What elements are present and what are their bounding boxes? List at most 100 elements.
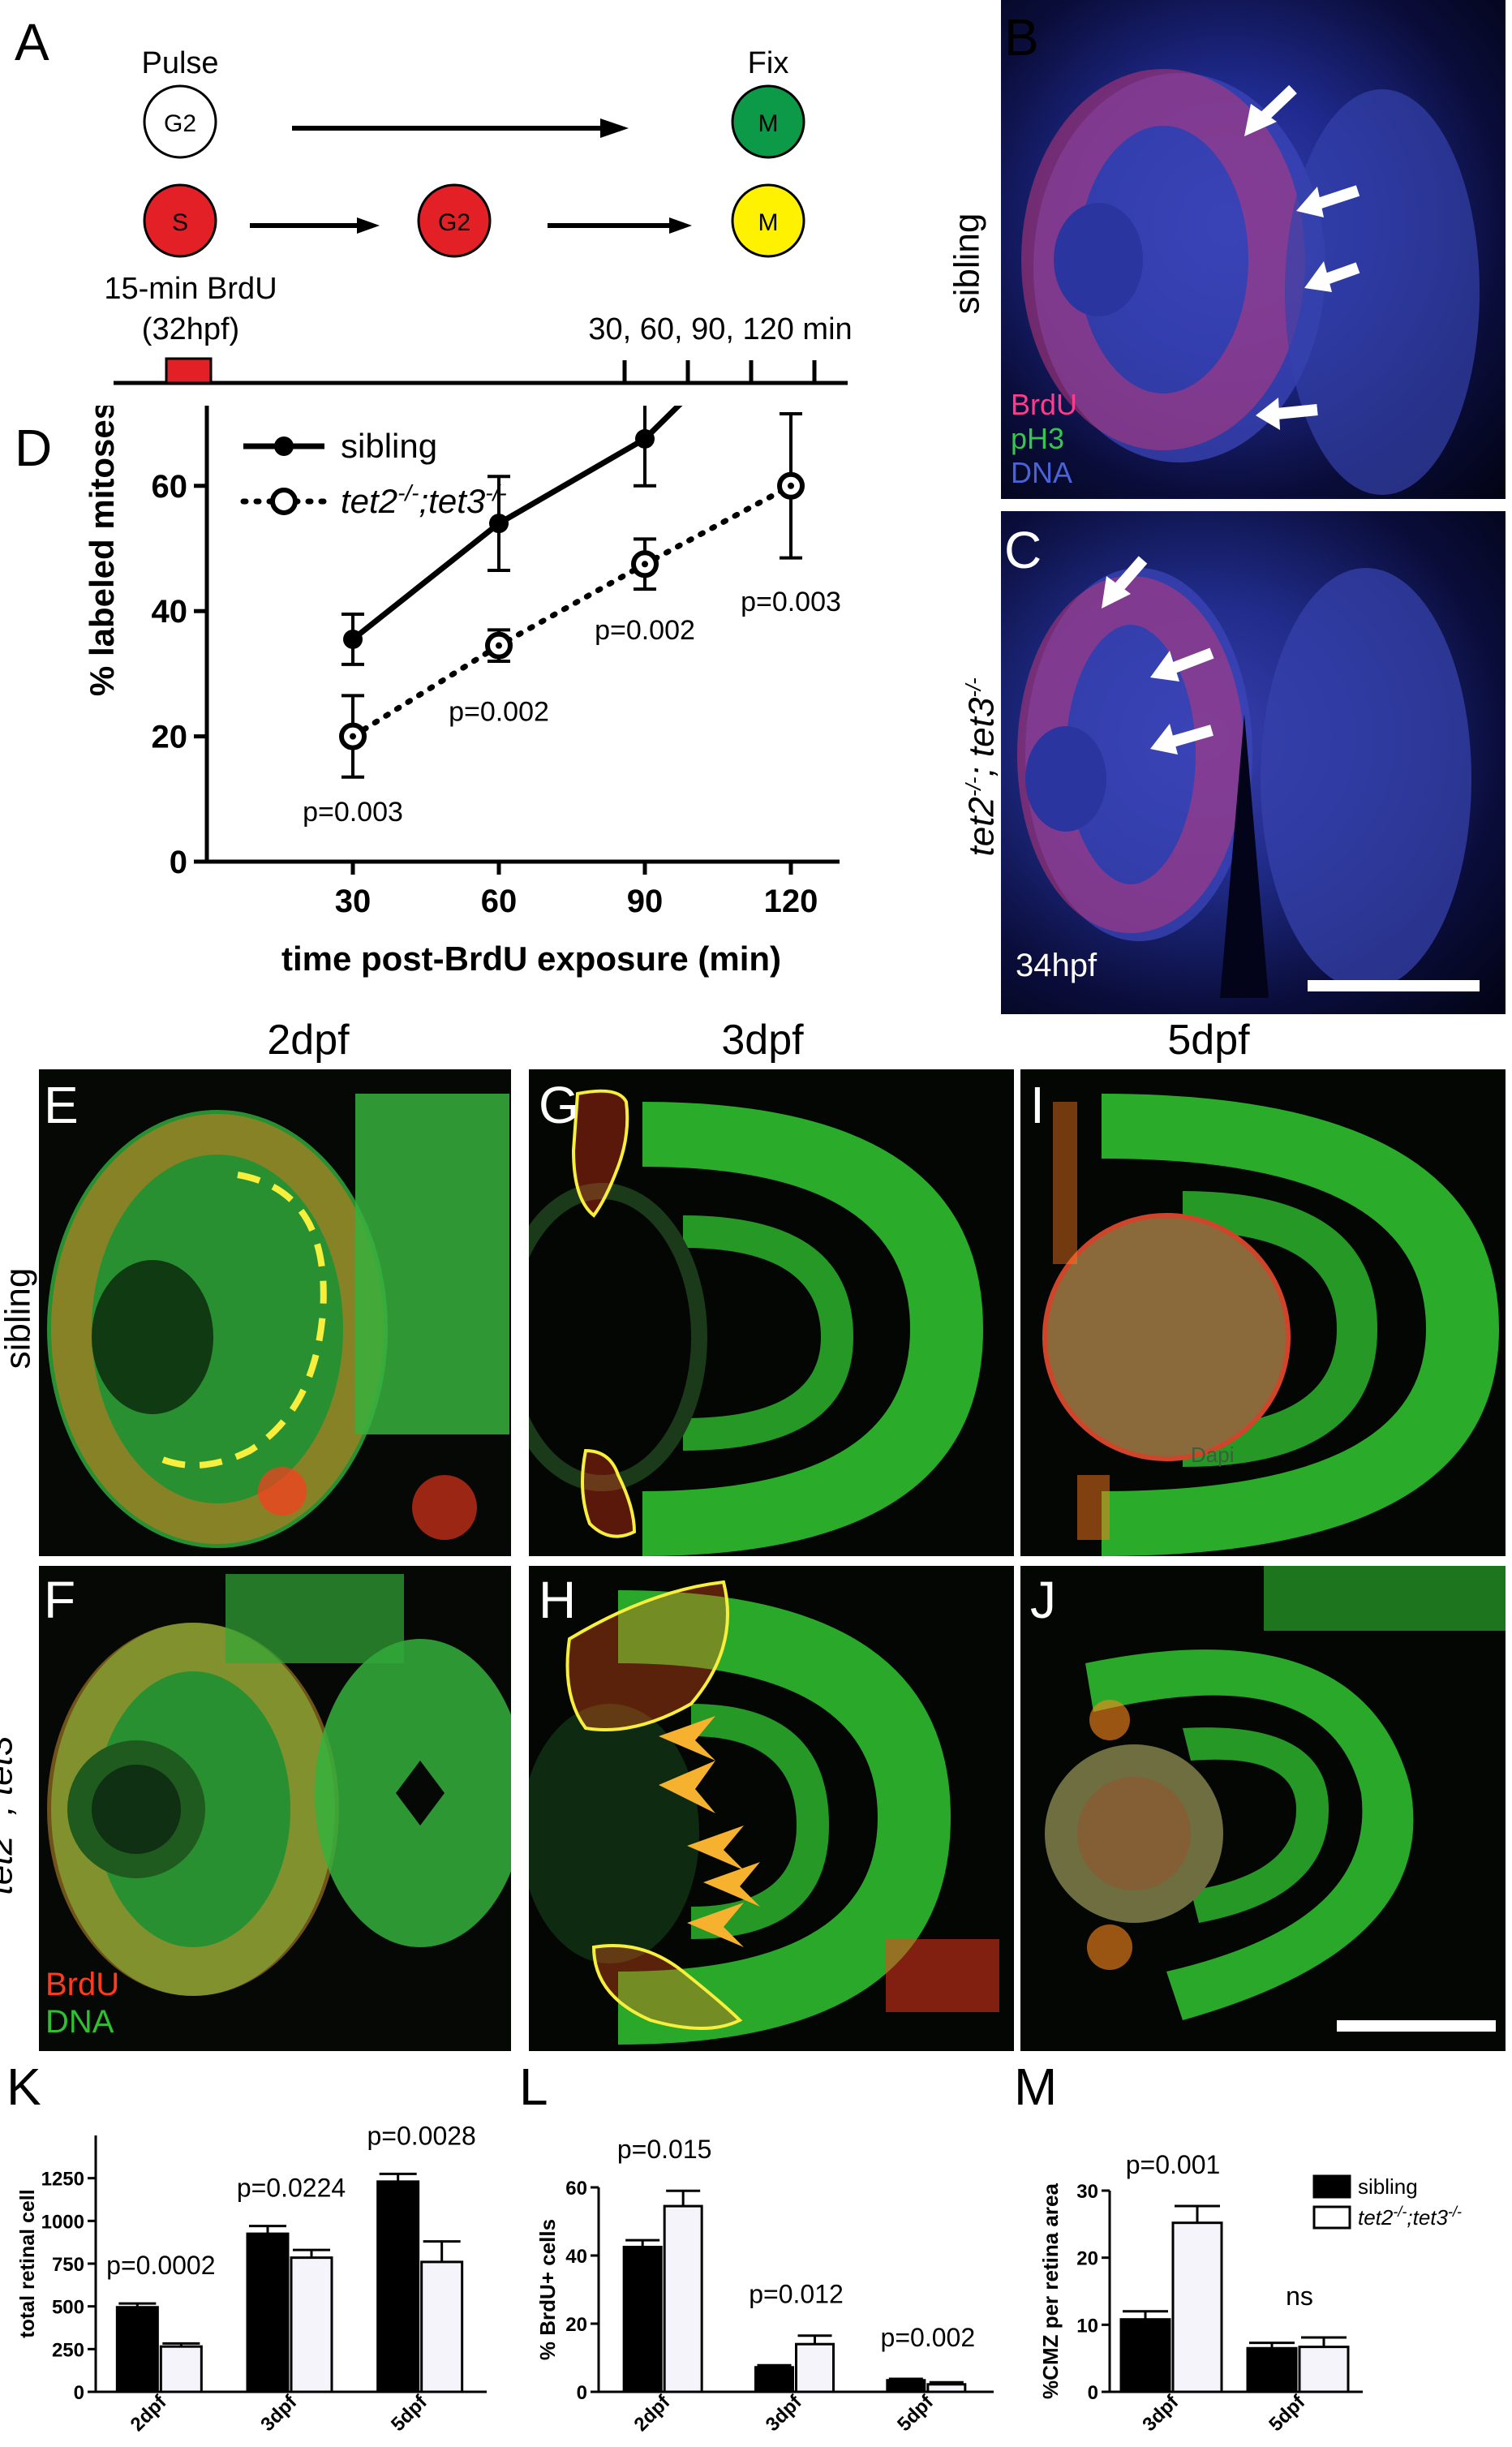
d-ytick-label: 0 [170,845,187,880]
m-circle-yellow [731,183,805,258]
mutant-sup2: -/- [960,677,986,698]
micrograph-h-art [529,1580,999,2045]
M-bar-mutant [1171,2221,1223,2393]
legend-brdu-f: BrdU [45,1967,120,2002]
L-pvalue: p=0.015 [617,2135,712,2164]
d-point-mutant-center [642,561,648,568]
arrowhead-h-2 [659,1761,715,1813]
mutant-sup2-2: -/- [0,1716,4,1736]
g2-circle-red [417,183,492,258]
K-pvalue: p=0.0224 [237,2174,346,2203]
arrow-b-3 [1304,261,1360,292]
mutant-sep-2: ; tet3 [0,1735,20,1816]
L-bar-mutant [795,2342,835,2393]
micrograph-c-mutant: 34hpf [1001,511,1506,1014]
col-title-3dpf: 3dpf [721,1017,804,1064]
K-bar-sibling [376,2180,420,2393]
panel-label-m: M [1014,2058,1058,2116]
d-point-mutant-center [788,482,794,489]
panel-label-e: E [44,1076,79,1134]
L-bar-sibling [622,2246,663,2393]
g2-label-top: G2 [164,110,196,137]
K-pvalue: p=0.0028 [367,2121,475,2150]
panel-label-l: L [519,2058,548,2116]
mutant-sup1-2: -/- [0,1815,4,1836]
panel-label-h: H [539,1571,577,1629]
M-ytick-label: 20 [1076,2248,1098,2270]
timepoints-label: 30, 60, 90, 120 min [588,312,852,346]
L-ylabel: % BrdU+ cells [535,2219,560,2360]
micrograph-i-art [1042,1094,1499,1556]
row-label-c-mutant: tet2-/-; tet3-/- [961,677,1003,856]
micrograph-i-sibling-5dpf: Dapi [1020,1069,1506,1556]
micrograph-f-art [47,1574,511,1996]
line-chart-d: 020406080100306090120time post-BrdU expo… [83,406,841,978]
scale-bar-j [1337,2020,1496,2032]
micrograph-j-art [1045,1566,1506,2020]
d-ytick-label: 40 [152,594,188,630]
M-pvalue: ns [1286,2281,1313,2311]
M-ytick-label: 10 [1076,2315,1098,2337]
panel-label-i: I [1030,1076,1045,1134]
d-ytick-label: 60 [152,469,188,505]
row-label-mutant: tet2-/-; tet3-/- [0,1716,20,1894]
legend-brdu: BrdU [1011,388,1078,421]
M-bar-sibling [1246,2346,1298,2393]
d-xtick-label: 30 [335,884,372,919]
K-bar-mutant [290,2256,333,2393]
L-bar-sibling [754,2366,794,2393]
L-ytick-label: 0 [577,2382,587,2404]
bar-chart-l: 0 20 40 60% BrdU+ cells 2dpf p=0.015 3dpf p=0.0… [535,2135,994,2436]
legend-dna-f: DNA [45,2004,114,2040]
panel-label-b: B [1004,8,1039,67]
d-series-line-0 [350,406,683,643]
m-legend-swatch-mutant [1312,2205,1351,2230]
g2-label-red: G2 [438,209,470,236]
micrograph-j-mutant-5dpf [1020,1566,1506,2051]
panel-label-a: A [15,13,49,71]
K-xtick-label: 2dpf [127,2390,172,2436]
micrograph-e-sibling-2dpf [39,1069,511,1556]
m-label-green: M [758,110,779,137]
col-title-2dpf: 2dpf [267,1017,350,1064]
panel-label-j: J [1030,1571,1056,1629]
L-xtick-label: 2dpf [629,2390,675,2436]
fix-label: Fix [748,46,789,80]
bar-chart-m: 0 10 20 30 %CMZ per retina area 3dpf p=0.001 5d… [1038,2150,1462,2436]
m-label-yellow: M [758,209,779,236]
mutant-prefix-2: tet2 [0,1835,20,1895]
pulse-label: Pulse [141,46,218,80]
s-circle [143,183,217,258]
M-bar-mutant [1298,2346,1350,2393]
micrograph-e-art [47,1094,509,1548]
arrowhead-h-1 [659,1716,715,1761]
arrow-b-4 [1256,398,1318,430]
M-ytick-label: 0 [1088,2382,1098,2404]
legend-dna-b: DNA [1011,456,1073,489]
cell-cycle-schematic: Pulse Fix G2 M S G2 M 15-min BrdU (32hpf… [104,46,853,385]
L-xtick-label: 3dpf [762,2390,807,2436]
arrowhead-h-4 [703,1862,760,1907]
cmz-outline-h-top [565,1580,729,1731]
K-ytick-label: 0 [74,2382,84,2404]
arrowhead-g2-m [669,217,692,234]
arrowhead-s-g2 [357,217,380,234]
K-bar-sibling [115,2306,159,2393]
K-pvalue: p=0.0002 [106,2251,215,2280]
L-ytick-label: 60 [565,2178,587,2200]
d-pvalue: p=0.002 [595,615,695,646]
g2-circle-top [143,84,217,159]
d-series-line-1 [350,483,794,740]
d-legend-marker-mutant [270,488,298,515]
L-xtick-label: 5dpf [893,2390,939,2436]
stage-34hpf: 34hpf [1016,948,1097,983]
arrow-c-2 [1150,647,1214,682]
panel-label-g: G [539,1076,579,1134]
d-pvalue: p=0.003 [303,797,403,828]
micrograph-g-art [529,1089,983,1556]
micrograph-g-sibling-3dpf [529,1069,1014,1556]
arrow-c-3 [1150,724,1213,755]
d-ylabel: % labeled mitoses [83,406,121,696]
micrograph-f-mutant-2dpf: BrdU DNA [39,1566,511,2051]
